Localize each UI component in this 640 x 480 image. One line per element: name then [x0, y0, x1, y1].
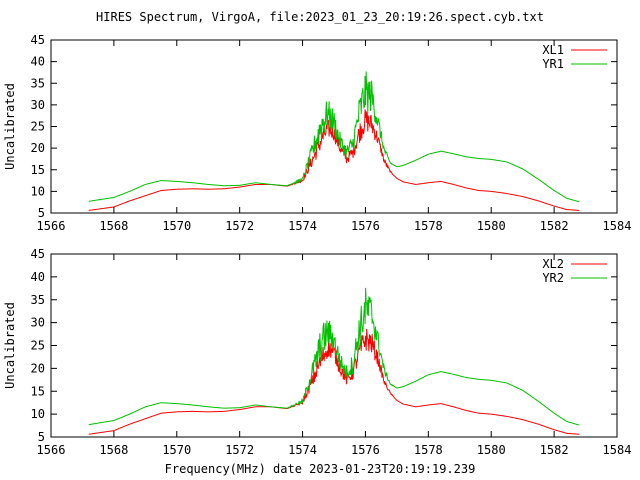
- x-tick-label: 1578: [414, 443, 443, 457]
- y-tick-label: 20: [31, 141, 45, 155]
- x-tick-label: 1580: [477, 219, 506, 233]
- y-tick-label: 20: [31, 361, 45, 375]
- x-axis-label: Frequency(MHz) date 2023-01-23T20:19:19.…: [164, 462, 476, 476]
- x-tick-label: 1572: [225, 443, 254, 457]
- y-tick-label: 35: [31, 76, 45, 90]
- x-tick-label: 1584: [603, 443, 632, 457]
- y-tick-label: 30: [31, 98, 45, 112]
- x-tick-label: 1582: [540, 219, 569, 233]
- y-tick-label: 45: [31, 247, 45, 261]
- legend-label-yr1: YR1: [542, 57, 564, 71]
- x-tick-label: 1578: [414, 219, 443, 233]
- y-tick-label: 5: [38, 430, 45, 444]
- series-line-yr1: [88, 71, 580, 203]
- y-tick-label: 10: [31, 407, 45, 421]
- y-tick-label: 5: [38, 206, 45, 220]
- y-tick-label: 30: [31, 316, 45, 330]
- y-tick-label: 10: [31, 184, 45, 198]
- y-tick-label: 35: [31, 293, 45, 307]
- x-tick-label: 1584: [603, 219, 632, 233]
- series-line-yr2: [88, 287, 580, 426]
- x-tick-label: 1570: [162, 219, 191, 233]
- x-tick-label: 1580: [477, 443, 506, 457]
- x-tick-label: 1576: [351, 443, 380, 457]
- x-tick-label: 1572: [225, 219, 254, 233]
- series-line-xl1: [88, 109, 580, 211]
- x-tick-label: 1568: [99, 443, 128, 457]
- x-tick-label: 1582: [540, 443, 569, 457]
- y-tick-label: 40: [31, 55, 45, 69]
- y-tick-label: 25: [31, 120, 45, 134]
- legend-label-xl1: XL1: [542, 43, 564, 57]
- y-tick-label: 15: [31, 384, 45, 398]
- chart-panel-2: 1566 1568 1570 1572 1574 1576 1578 1580 1582 1584…: [3, 247, 631, 457]
- y-tick-label: 15: [31, 163, 45, 177]
- x-tick-label: 1566: [37, 443, 66, 457]
- x-tick-label: 1574: [288, 219, 317, 233]
- y-axis-label: Uncalibrated: [3, 83, 17, 170]
- y-axis-label: Uncalibrated: [3, 302, 17, 389]
- x-tick-label: 1568: [99, 219, 128, 233]
- chart-title: HIRES Spectrum, VirgoA, file:2023_01_23_…: [96, 10, 544, 24]
- y-tick-label: 25: [31, 339, 45, 353]
- x-tick-label: 1574: [288, 443, 317, 457]
- x-tick-label: 1576: [351, 219, 380, 233]
- y-tick-label: 45: [31, 33, 45, 47]
- legend-label-xl2: XL2: [542, 257, 564, 271]
- plot-frame: [50, 39, 618, 214]
- legend-label-yr2: YR2: [542, 271, 564, 285]
- chart-panel-1: 1566 1568 1570 1572 1574 1576 1578 1580 1582 1584…: [3, 33, 631, 233]
- x-tick-label: 1566: [37, 219, 66, 233]
- y-tick-label: 40: [31, 270, 45, 284]
- x-tick-label: 1570: [162, 443, 191, 457]
